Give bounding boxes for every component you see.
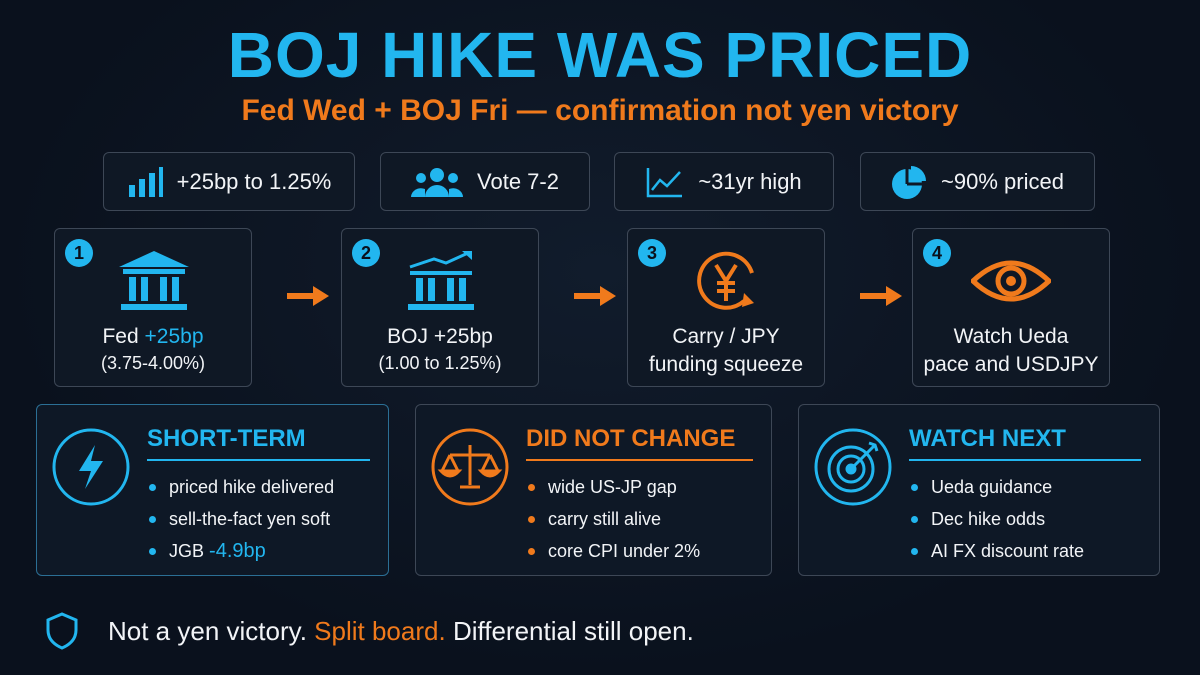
panel-item-text: JGB — [169, 541, 205, 561]
subtitle: Fed Wed + BOJ Fri — confirmation not yen… — [241, 94, 959, 127]
step-title-text: Fed — [102, 325, 139, 348]
step-title: Carry / JPY — [672, 325, 780, 348]
panel-item: JGB -4.9bp — [149, 535, 334, 567]
panel-title: WATCH NEXT — [909, 425, 1066, 452]
step-title: Watch Ueda — [953, 325, 1069, 348]
panel-title: SHORT-TERM — [147, 425, 306, 452]
step-number: 1 — [65, 239, 93, 267]
panel: SHORT-TERM priced hike delivered sell-th… — [36, 404, 389, 576]
step-box: 2 BOJ +25bp (1.00 to 1.25%) — [341, 228, 539, 387]
panel-highlight: -4.9bp — [209, 540, 266, 562]
step-highlight: +25bp — [144, 325, 204, 348]
rule — [909, 459, 1141, 461]
eye-icon — [971, 260, 1051, 302]
panel-item: sell-the-fact yen soft — [149, 503, 334, 535]
bank-up-icon — [408, 251, 474, 310]
yen-icon — [697, 251, 754, 310]
stat-text: Vote 7-2 — [477, 168, 559, 194]
step-box: 1 Fed +25bp (3.75-4.00%) — [54, 228, 252, 387]
panel-list: Ueda guidance Dec hike odds AI FX discou… — [911, 471, 1084, 567]
step-box: 4 Watch Ueda pace and USDJPY — [912, 228, 1110, 387]
footer-text: Differential still open. — [452, 616, 694, 646]
step-detail: funding squeeze — [648, 353, 804, 376]
stat-text: +25bp to 1.25% — [176, 168, 332, 194]
panel: WATCH NEXT Ueda guidance Dec hike odds A… — [798, 404, 1160, 576]
rule — [147, 459, 370, 461]
stat-pill: Vote 7-2 — [380, 152, 590, 211]
panel-item: Dec hike odds — [911, 503, 1084, 535]
footer: Not a yen victory. Split board. Differen… — [108, 616, 694, 647]
chart-icon — [647, 167, 683, 197]
scale-icon — [431, 428, 509, 506]
panel-list: wide US-JP gap carry still alive core CP… — [528, 471, 700, 567]
people-icon — [411, 167, 464, 197]
panel-item: priced hike delivered — [149, 471, 334, 503]
panel: DID NOT CHANGE wide US-JP gap carry stil… — [415, 404, 772, 576]
panel-item: carry still alive — [528, 503, 700, 535]
step-box: 3 Carry / JPY funding squeeze — [627, 228, 825, 387]
panel-item: AI FX discount rate — [911, 535, 1084, 567]
stat-pill: +25bp to 1.25% — [103, 152, 355, 211]
arrow — [860, 286, 902, 306]
rule — [526, 459, 753, 461]
stat-text: ~31yr high — [698, 168, 802, 194]
title: BOJ HIKE WAS PRICED — [227, 19, 973, 91]
step-number: 4 — [923, 239, 951, 267]
panel-list: priced hike delivered sell-the-fact yen … — [149, 471, 334, 567]
shield-icon — [46, 612, 78, 650]
step-detail: (3.75-4.00%) — [100, 353, 206, 373]
panel-item: Ueda guidance — [911, 471, 1084, 503]
step-number: 2 — [352, 239, 380, 267]
step-detail: (1.00 to 1.25%) — [378, 353, 502, 373]
stat-pill: ~90% priced — [860, 152, 1095, 211]
arrow — [574, 286, 616, 306]
footer-highlight: Split board. — [314, 616, 446, 646]
panel-title: DID NOT CHANGE — [526, 425, 736, 452]
step-title: Fed +25bp — [55, 325, 251, 349]
pie-icon — [892, 165, 927, 199]
bank-icon — [119, 251, 189, 310]
stat-pill: ~31yr high — [614, 152, 834, 211]
arrow — [287, 286, 329, 306]
panel-item: core CPI under 2% — [528, 535, 700, 567]
bolt-icon — [52, 428, 130, 506]
stat-text: ~90% priced — [941, 168, 1064, 194]
step-detail: pace and USDJPY — [923, 353, 1099, 376]
step-title: BOJ +25bp — [387, 325, 493, 348]
footer-text: Not a yen victory. — [108, 616, 307, 646]
panel-item: wide US-JP gap — [528, 471, 700, 503]
step-number: 3 — [638, 239, 666, 267]
target-icon — [814, 428, 892, 506]
bar-icon — [128, 166, 163, 197]
